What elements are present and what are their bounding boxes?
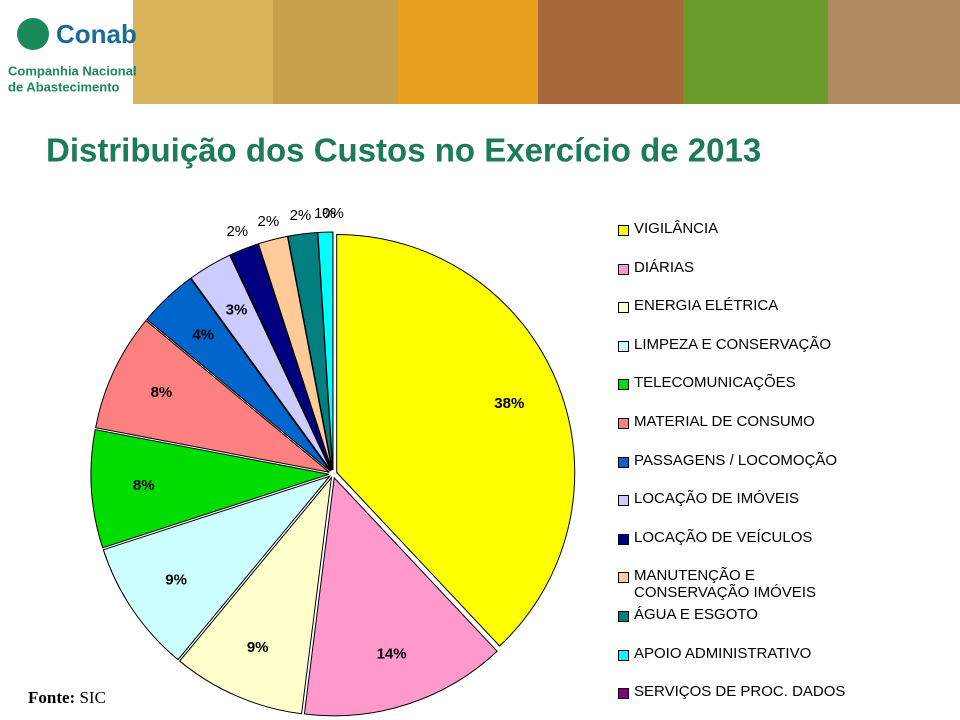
data-label: 2% <box>226 223 248 240</box>
legend-swatch <box>618 302 629 314</box>
legend-label: MATERIAL DE CONSUMO <box>634 412 815 430</box>
header-photos <box>133 0 960 104</box>
data-label: 8% <box>151 384 173 401</box>
legend-item: SERVIÇOS DE PROC. DADOS <box>618 681 878 720</box>
data-label: 9% <box>247 639 269 656</box>
legend-item: LIMPEZA E CONSERVAÇÃO <box>618 334 878 373</box>
pie-slice <box>95 319 330 473</box>
legend-swatch <box>618 417 629 429</box>
data-label: 9% <box>165 572 187 589</box>
logo-icon <box>17 18 49 50</box>
source-value: SIC <box>79 688 106 707</box>
legend-swatch <box>618 610 629 622</box>
pie-slice <box>178 476 333 715</box>
legend-swatch <box>618 649 629 661</box>
pie-slice <box>190 254 332 471</box>
source: Fonte: SIC <box>28 688 106 708</box>
legend-swatch <box>618 533 629 545</box>
legend-item: ÁGUA E ESGOTO <box>618 604 878 643</box>
legend-item: LOCAÇÃO DE IMÓVEIS <box>618 488 878 527</box>
legend-item: APOIO ADMINISTRATIVO <box>618 643 878 682</box>
legend-swatch <box>618 340 629 352</box>
legend-label: ÁGUA E ESGOTO <box>634 605 758 623</box>
legend-item: TELECOMUNICAÇÕES <box>618 372 878 411</box>
legend-swatch <box>618 495 629 507</box>
data-label: 3% <box>226 302 248 319</box>
legend-item: PASSAGENS / LOCOMOÇÃO <box>618 450 878 489</box>
legend-label: LIMPEZA E CONSERVAÇÃO <box>634 335 831 353</box>
chart-title: Distribuição dos Custos no Exercício de … <box>46 132 761 169</box>
data-label: 14% <box>377 645 407 662</box>
source-label: Fonte: <box>28 688 76 707</box>
legend-swatch <box>618 688 629 700</box>
pie-slice <box>336 234 576 647</box>
legend-label: DIÁRIAS <box>634 258 695 276</box>
data-label: 2% <box>290 207 312 224</box>
legend-label: VIGILÂNCIA <box>634 220 719 237</box>
pie-slice <box>229 243 333 471</box>
legend-item: ENERGIA ELÉTRICA <box>618 295 878 334</box>
legend-label: LOCAÇÃO DE VEÍCULOS <box>634 528 813 546</box>
org-name: de Abastecimento <box>8 79 120 94</box>
legend-swatch <box>618 572 629 584</box>
pie-slice <box>90 429 330 549</box>
legend-label: APOIO ADMINISTRATIVO <box>634 644 812 662</box>
data-label: 2% <box>257 213 279 230</box>
legend-item: VIGILÂNCIA <box>618 218 878 257</box>
data-label: 0% <box>322 205 344 222</box>
legend-item: MANUTENÇÃO E CONSERVAÇÃO IMÓVEIS <box>618 565 878 604</box>
legend-swatch <box>618 263 629 275</box>
pie-slice <box>257 235 333 471</box>
pie-slice <box>102 475 332 661</box>
pie-slice <box>303 476 498 717</box>
legend-label: MANUTENÇÃO E CONSERVAÇÃO IMÓVEIS <box>634 567 816 602</box>
data-label: 1% <box>314 205 336 222</box>
legend-item: LOCAÇÃO DE VEÍCULOS <box>618 527 878 566</box>
pie-slice <box>146 277 331 472</box>
legend-swatch <box>618 379 629 391</box>
data-label: 4% <box>192 327 214 344</box>
legend-label: ENERGIA ELÉTRICA <box>634 297 779 315</box>
legend-swatch <box>618 225 629 236</box>
legend-label: SERVIÇOS DE PROC. DADOS <box>634 683 846 701</box>
legend-label: PASSAGENS / LOCOMOÇÃO <box>634 451 838 469</box>
org-name: Companhia Nacional <box>8 63 137 78</box>
legend-item: DIÁRIAS <box>618 257 878 296</box>
data-label: 38% <box>494 395 524 412</box>
legend-swatch <box>618 456 629 468</box>
legend: VIGILÂNCIA DIÁRIAS ENERGIA ELÉTRICA LIMPEZA… <box>618 218 878 720</box>
legend-item: MATERIAL DE CONSUMO <box>618 411 878 450</box>
data-label: 8% <box>133 477 155 494</box>
legend-label: TELECOMUNICAÇÕES <box>634 374 796 392</box>
logo-text: Conab <box>56 19 137 49</box>
legend-label: LOCAÇÃO DE IMÓVEIS <box>634 490 800 508</box>
